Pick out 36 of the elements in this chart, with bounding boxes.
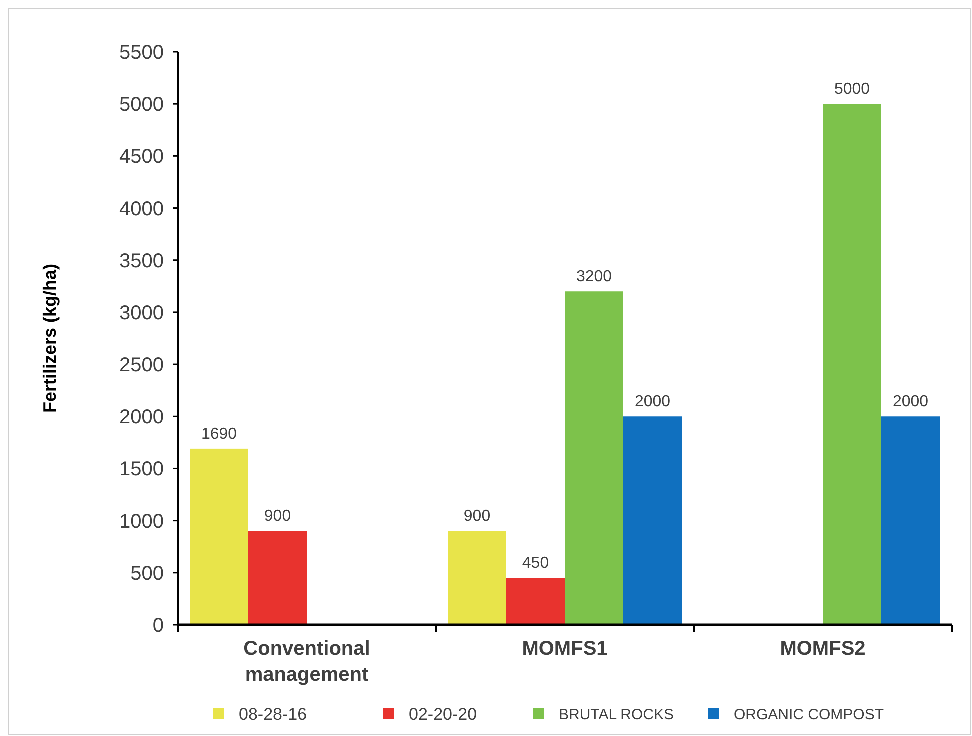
- bar: [565, 292, 624, 625]
- bar: [190, 448, 248, 625]
- data-label: 900: [464, 508, 491, 526]
- y-tick-label: 1500: [120, 458, 164, 481]
- data-label: 2000: [892, 394, 929, 411]
- y-tick-label: 3500: [120, 250, 164, 272]
- x-tick-label: Conventional management: [244, 638, 370, 686]
- legend-label: 02-20-20: [409, 704, 478, 724]
- y-tick-label: 2500: [120, 354, 164, 377]
- y-tick-label: 1000: [120, 510, 164, 533]
- bar: [248, 531, 307, 625]
- y-tick-label: 5000: [120, 94, 164, 116]
- y-tick-label: 0: [152, 615, 164, 637]
- bar: [823, 104, 882, 625]
- y-tick-label: 3000: [120, 302, 164, 324]
- data-label: 2000: [634, 394, 671, 411]
- y-tick-label: 500: [130, 562, 164, 585]
- data-label: 5000: [834, 81, 870, 98]
- data-label: 450: [522, 555, 550, 572]
- bar: [448, 531, 506, 625]
- x-tick-label: MOMFS1: [522, 638, 608, 660]
- legend-label: BRUTAL ROCKS: [559, 706, 674, 724]
- y-tick-label: 2000: [120, 406, 164, 429]
- y-tick-label: 5500: [120, 42, 164, 64]
- bar: [624, 416, 682, 625]
- bar: [506, 578, 565, 625]
- data-label: 3200: [576, 268, 612, 286]
- y-tick-label: 4500: [120, 146, 164, 168]
- data-label: 1690: [201, 426, 238, 443]
- legend-label: 08-28-16: [239, 704, 308, 724]
- y-tick-label: 4000: [120, 198, 164, 220]
- legend-label: ORGANIC COMPOST: [734, 706, 884, 724]
- bar: [882, 416, 940, 625]
- data-label: 900: [264, 508, 292, 526]
- y-axis-title: Fertilizers (kg/ha): [40, 264, 60, 414]
- x-tick-label: MOMFS2: [780, 638, 866, 660]
